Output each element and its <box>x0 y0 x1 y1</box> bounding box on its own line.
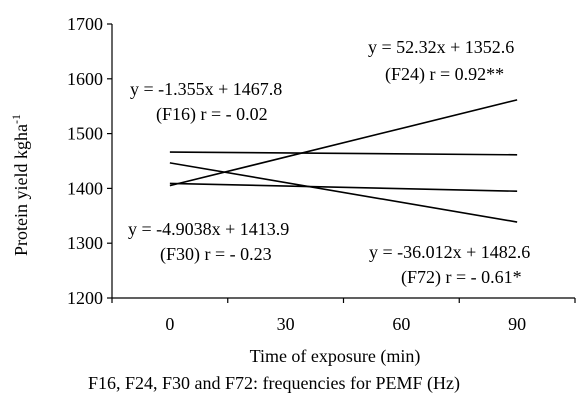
y-tick-label: 1300 <box>67 233 103 253</box>
x-tick-label: 60 <box>392 314 410 334</box>
y-tick-label: 1200 <box>67 288 103 308</box>
annotation-f16-r: (F16) r = - 0.02 <box>156 104 268 125</box>
series-lines <box>169 99 518 223</box>
y-tick-label: 1400 <box>67 178 103 198</box>
y-tick-label: 1500 <box>67 124 103 144</box>
annotation-f72-r: (F72) r = - 0.61* <box>401 267 522 288</box>
figure-caption: F16, F24, F30 and F72: frequencies for P… <box>88 373 460 394</box>
y-tick-label: 1700 <box>67 14 103 34</box>
annotation-f16-eq: y = -1.355x + 1467.8 <box>130 79 282 99</box>
x-tick-label: 90 <box>508 314 526 334</box>
x-tick-label: 30 <box>277 314 295 334</box>
annotation-f30-r: (F30) r = - 0.23 <box>160 244 272 265</box>
series-line-f30 <box>169 182 518 192</box>
annotation-f72-eq: y = -36.012x + 1482.6 <box>369 242 530 262</box>
y-axis-label: Protein yield kgha-1 <box>9 114 31 256</box>
annotation-f24-r: (F24) r = 0.92** <box>385 64 504 85</box>
annotation-f30-eq: y = -4.9038x + 1413.9 <box>128 219 289 239</box>
series-line-f24 <box>169 99 518 187</box>
axes: 1200 1300 1400 1500 1600 1700 0 30 60 90 <box>67 14 576 334</box>
annotation-f24-eq: y = 52.32x + 1352.6 <box>368 37 514 57</box>
x-tick-label: 0 <box>165 314 174 334</box>
y-tick-label: 1600 <box>67 69 103 89</box>
x-axis-label: Time of exposure (min) <box>250 346 421 367</box>
annotations: y = -1.355x + 1467.8 (F16) r = - 0.02 y = … <box>128 37 530 288</box>
series-line-f72 <box>169 162 518 223</box>
series-line-f16 <box>169 151 518 156</box>
